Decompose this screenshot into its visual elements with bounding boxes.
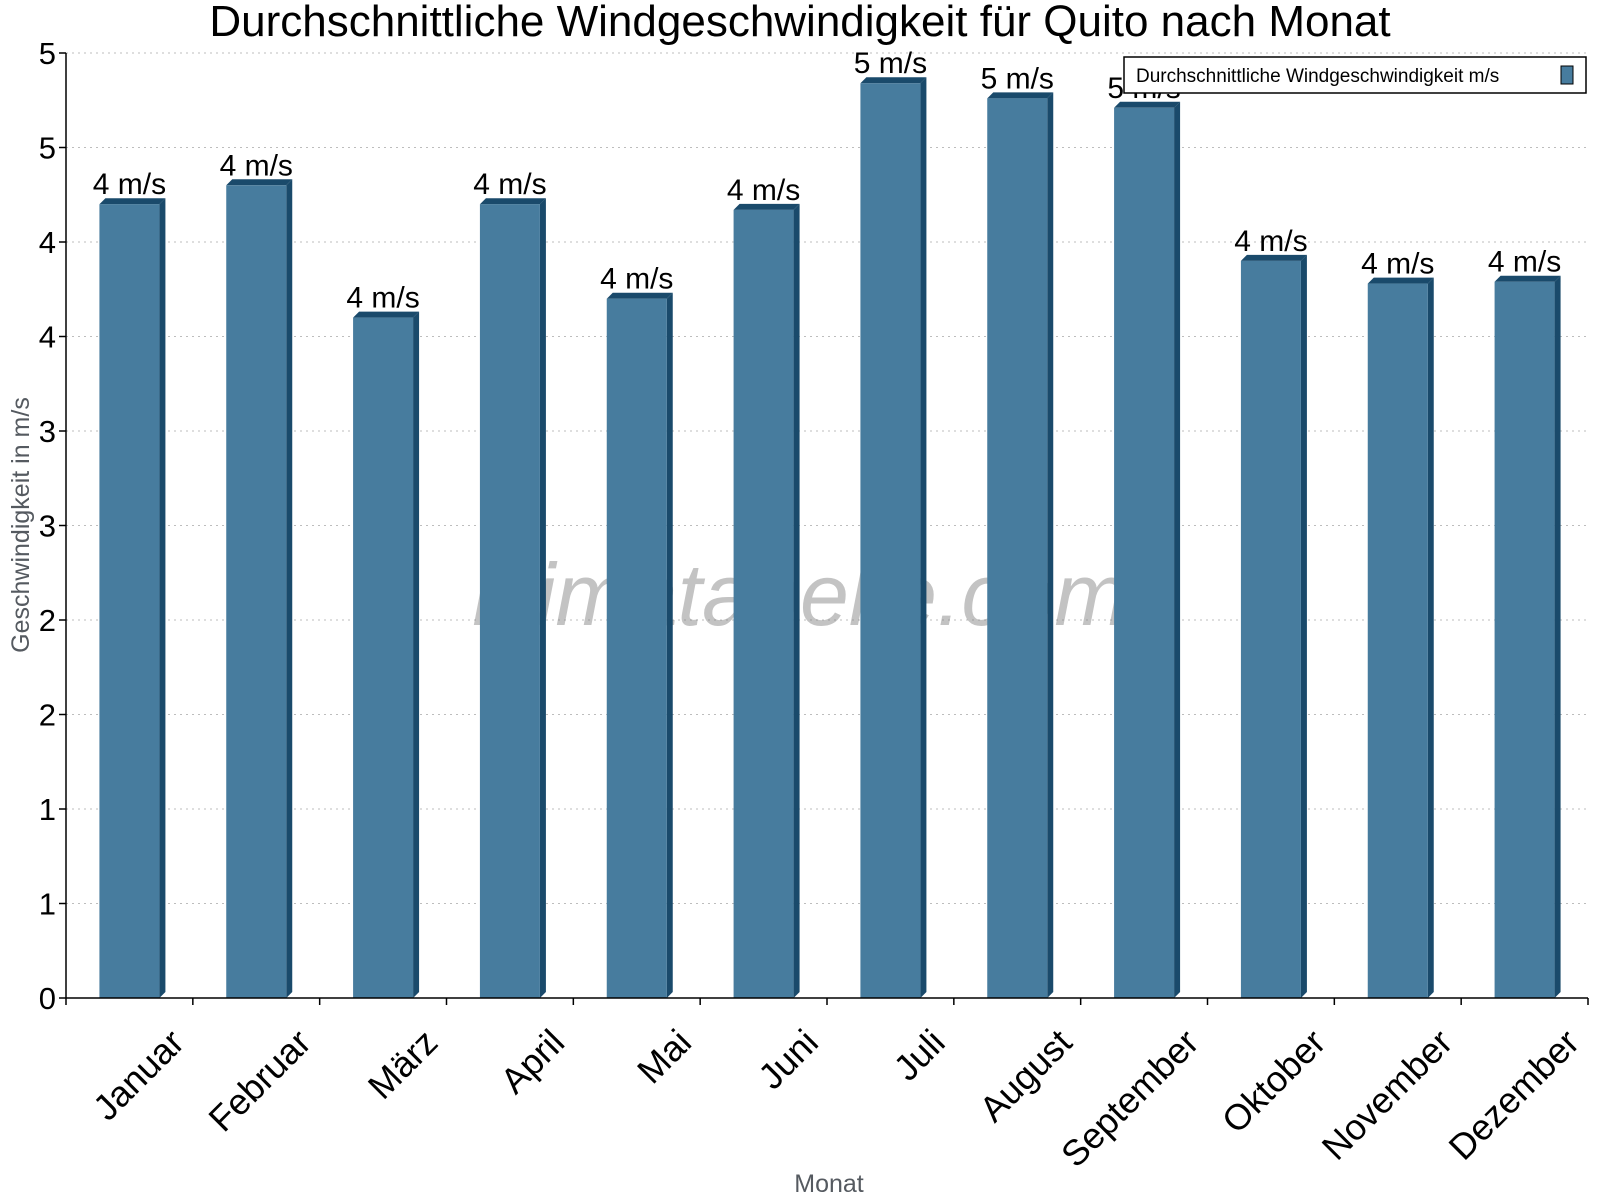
bar-top bbox=[1494, 275, 1561, 282]
bar-top bbox=[1240, 254, 1307, 261]
y-tick-label: 4 bbox=[39, 225, 56, 260]
y-tick-label: 5 bbox=[39, 131, 56, 166]
bar-top bbox=[1114, 101, 1181, 108]
bar-side bbox=[1300, 254, 1307, 998]
bar-value-label: 5 m/s bbox=[981, 62, 1054, 95]
bar-side bbox=[920, 77, 927, 999]
bar bbox=[606, 298, 667, 998]
bar-value-label: 4 m/s bbox=[727, 174, 800, 207]
bar-top bbox=[479, 198, 546, 205]
legend-box bbox=[1123, 56, 1587, 94]
bar bbox=[987, 98, 1048, 999]
y-tick-labels: 0 1 1 2 2 3 3 4 4 5 5 bbox=[39, 36, 56, 1016]
bar bbox=[860, 83, 921, 999]
bar-side bbox=[1047, 92, 1054, 999]
legend-label: Durchschnittliche Windgeschwindigkeit m/… bbox=[1136, 66, 1499, 87]
x-tick-label: März bbox=[360, 1021, 446, 1107]
x-tick-label: Mai bbox=[629, 1021, 699, 1091]
y-tick-label: 2 bbox=[39, 698, 56, 733]
bar bbox=[479, 204, 540, 998]
bar bbox=[733, 209, 794, 998]
x-tick-label: Februar bbox=[200, 1021, 318, 1139]
bar-value-label: 4 m/s bbox=[1361, 248, 1434, 281]
bar-top bbox=[733, 203, 800, 210]
bar-value-label: 4 m/s bbox=[346, 282, 419, 315]
y-tick-label: 5 bbox=[39, 36, 56, 71]
y-tick-label: 1 bbox=[39, 887, 56, 922]
bar-value-labels: 4 m/s 4 m/s 4 m/s 4 m/s 4 m/s 4 m/s 5 m/s 5 m/s… bbox=[93, 47, 1562, 314]
bar bbox=[1240, 260, 1301, 998]
bar-side bbox=[1427, 277, 1434, 999]
grid-lines bbox=[66, 52, 1588, 904]
y-tick-label: 2 bbox=[39, 603, 56, 638]
x-tick-label: Juni bbox=[750, 1021, 826, 1097]
bar bbox=[226, 185, 287, 999]
bar-value-label: 4 m/s bbox=[93, 168, 166, 201]
y-tick-label: 0 bbox=[39, 981, 56, 1016]
bar-side bbox=[1554, 275, 1561, 998]
chart-title: Durchschnittliche Windgeschwindigkeit fü… bbox=[209, 0, 1390, 46]
x-tick-label: April bbox=[492, 1021, 572, 1101]
bar-value-label: 5 m/s bbox=[854, 47, 927, 80]
bar bbox=[353, 317, 414, 999]
bar-side bbox=[793, 203, 800, 998]
x-tick-label: Januar bbox=[85, 1021, 192, 1128]
bar-value-label: 4 m/s bbox=[1488, 246, 1561, 279]
y-tick-label: 4 bbox=[39, 320, 56, 355]
bar-value-label: 4 m/s bbox=[220, 149, 293, 182]
legend-swatch bbox=[1560, 65, 1574, 85]
x-tick-label: Dezember bbox=[1440, 1021, 1586, 1167]
y-tick-label: 3 bbox=[39, 509, 56, 544]
y-axis-title: Geschwindigkeit in m/s bbox=[7, 397, 35, 653]
y-tick-label: 1 bbox=[39, 792, 56, 827]
bar-side bbox=[159, 198, 166, 998]
bar-top bbox=[606, 292, 673, 299]
bar-side bbox=[286, 179, 293, 999]
axes bbox=[59, 52, 1589, 1005]
y-tick-label: 3 bbox=[39, 414, 56, 449]
x-tick-label: November bbox=[1314, 1021, 1460, 1167]
x-tick-label: September bbox=[1053, 1021, 1207, 1175]
bar-side bbox=[539, 198, 546, 998]
bar-value-label: 4 m/s bbox=[473, 168, 546, 201]
bar-side bbox=[666, 292, 673, 998]
bar-top bbox=[226, 179, 293, 186]
bar bbox=[1367, 283, 1428, 999]
x-tick-label: August bbox=[971, 1021, 1079, 1129]
bar-top bbox=[987, 92, 1054, 99]
bar bbox=[99, 204, 160, 998]
bar bbox=[1494, 281, 1555, 998]
bar-top bbox=[353, 311, 420, 318]
bar-value-label: 4 m/s bbox=[1234, 225, 1307, 258]
bar-top bbox=[99, 198, 166, 205]
x-tick-label: Juli bbox=[886, 1021, 953, 1088]
x-tick-label: Oktober bbox=[1214, 1021, 1334, 1141]
bar-side bbox=[1174, 101, 1181, 998]
bar-side bbox=[413, 311, 420, 999]
bars bbox=[99, 77, 1561, 999]
bar-top bbox=[860, 77, 927, 84]
bar-top bbox=[1367, 277, 1434, 284]
x-tick-labels: Januar Februar März April Mai Juni Juli AugustS… bbox=[85, 1021, 1587, 1175]
bar-value-label: 4 m/s bbox=[600, 263, 673, 296]
bar bbox=[1114, 107, 1175, 998]
legend: Durchschnittliche Windgeschwindigkeit m/… bbox=[1123, 56, 1587, 94]
x-axis-title: Monat bbox=[794, 1170, 864, 1198]
